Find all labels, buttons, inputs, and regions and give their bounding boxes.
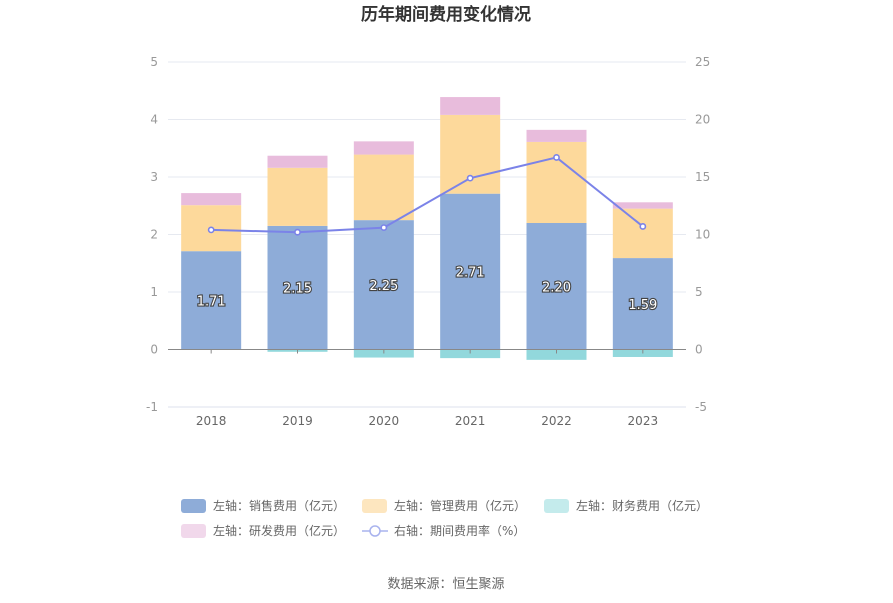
bar-value-label: 2.25 <box>369 279 398 294</box>
left-tick-label: 1 <box>150 285 158 299</box>
source-note: 数据来源：恒生聚源 <box>387 577 504 592</box>
rate-line <box>207 154 647 236</box>
bar-sales-2018 <box>181 251 242 350</box>
bar-value-label: 2.71 <box>456 266 485 281</box>
left-tick-label: 4 <box>150 113 158 127</box>
bar-rd-2019 <box>267 155 328 168</box>
legend-swatch <box>181 499 206 513</box>
bar-finance-2021 <box>440 349 501 359</box>
bar-sales-2023 <box>612 258 673 350</box>
bar-value-label: 2.20 <box>542 280 571 295</box>
bar-admin-2023 <box>612 208 673 259</box>
bar-value-label: 1.71 <box>197 294 226 309</box>
bar-labels: 1.71 2.15 2.25 2.71 2.20 1.59 <box>196 264 659 313</box>
legend-item-rate[interactable]: 右轴：期间费用率（%） <box>362 523 525 538</box>
legend-label: 左轴：管理费用（亿元） <box>394 498 526 513</box>
bar-finance-2020 <box>353 349 414 358</box>
legend-label: 左轴：财务费用（亿元） <box>576 498 708 513</box>
grid-lines <box>168 61 686 408</box>
chart-title: 历年期间费用变化情况 <box>361 4 531 25</box>
right-tick-label: 10 <box>695 228 710 242</box>
right-tick-label: 20 <box>695 113 710 127</box>
bar-admin-2021 <box>440 114 501 194</box>
legend-swatch <box>362 499 387 513</box>
legend-label: 左轴：销售费用（亿元） <box>213 498 345 513</box>
bar-value-label: 1.59 <box>628 298 657 313</box>
right-tick-label: 15 <box>695 170 710 184</box>
rate-point-2019 <box>294 228 301 236</box>
left-tick-label: -1 <box>146 400 158 414</box>
rate-point-2018 <box>207 226 215 234</box>
right-tick-label: 5 <box>695 285 703 299</box>
legend-item-sales[interactable]: 左轴：销售费用（亿元） <box>181 498 345 513</box>
bars <box>181 97 673 360</box>
legend-swatch <box>544 499 569 513</box>
x-tick-label: 2019 <box>282 414 313 428</box>
bar-rd-2021 <box>440 97 501 115</box>
right-tick-label: 25 <box>695 55 710 69</box>
x-tick-label: 2023 <box>628 414 659 428</box>
legend-swatch <box>181 524 206 538</box>
bar-rd-2018 <box>181 193 242 206</box>
left-tick-label: 5 <box>150 55 158 69</box>
bar-sales-2019 <box>267 225 328 350</box>
x-tick-label: 2020 <box>369 414 400 428</box>
left-tick-label: 0 <box>150 343 158 357</box>
right-axis: -5 0 5 10 15 20 25 <box>695 55 710 414</box>
left-tick-label: 3 <box>150 170 158 184</box>
legend-label: 左轴：研发费用（亿元） <box>213 523 345 538</box>
rate-point-2023 <box>639 223 647 230</box>
rate-point-2021 <box>466 174 474 182</box>
legend: 左轴：销售费用（亿元） 左轴：管理费用（亿元） 左轴：财务费用（亿元） 左轴：研发费用… <box>181 498 708 538</box>
x-tick-label: 2018 <box>196 414 227 428</box>
bar-sales-2021 <box>440 193 501 350</box>
right-tick-label: 0 <box>695 343 703 357</box>
rate-point-2022 <box>553 154 560 161</box>
x-tick-label: 2021 <box>455 414 486 428</box>
x-axis: 2018 2019 2020 2021 2022 2023 <box>168 349 686 428</box>
bar-rd-2023 <box>612 202 673 209</box>
bar-rd-2022 <box>526 129 587 142</box>
bar-admin-2019 <box>267 167 328 226</box>
x-tick-label: 2022 <box>541 414 572 428</box>
left-axis: -1 0 1 2 3 4 5 <box>146 55 158 414</box>
bar-sales-2020 <box>353 220 414 350</box>
legend-item-admin[interactable]: 左轴：管理费用（亿元） <box>362 498 526 513</box>
bar-sales-2022 <box>526 223 587 350</box>
right-tick-label: -5 <box>695 400 707 414</box>
bar-admin-2020 <box>353 154 414 221</box>
left-tick-label: 2 <box>150 228 158 242</box>
rate-line-path <box>211 156 644 234</box>
legend-item-rd[interactable]: 左轴：研发费用（亿元） <box>181 523 345 538</box>
legend-marker <box>369 525 381 537</box>
bar-rd-2020 <box>353 141 414 155</box>
bar-value-label: 2.15 <box>283 282 312 297</box>
legend-label: 右轴：期间费用率（%） <box>394 523 525 538</box>
rate-point-2020 <box>380 224 388 231</box>
bar-finance-2022 <box>526 349 587 360</box>
legend-item-finance[interactable]: 左轴：财务费用（亿元） <box>544 498 708 513</box>
